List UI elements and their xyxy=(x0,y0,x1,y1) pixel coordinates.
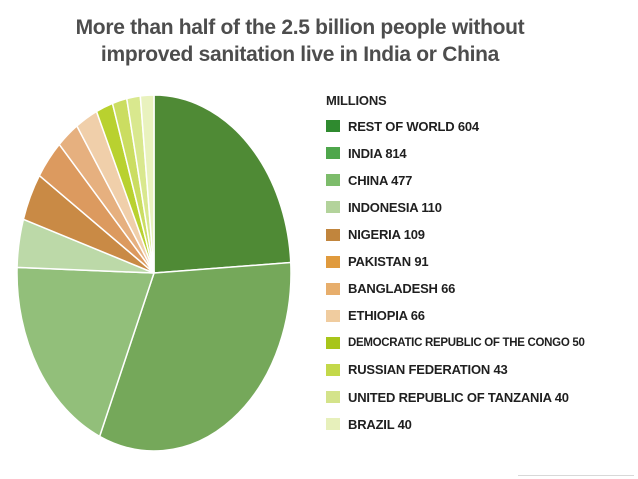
legend-label: BRAZIL 40 xyxy=(348,416,412,432)
legend-label: DEMOCRATIC REPUBLIC OF THE CONGO 50 xyxy=(348,336,585,349)
legend-item: PAKISTAN 91 xyxy=(326,251,585,271)
legend-swatch xyxy=(326,391,340,404)
pie-slice-china xyxy=(16,266,156,438)
legend-item: BRAZIL 40 xyxy=(326,414,585,434)
pie-slice-brazil xyxy=(139,94,155,274)
pie-slice-india xyxy=(98,261,292,452)
legend-swatch xyxy=(326,201,340,214)
legend: MILLIONS REST OF WORLD 604 INDIA 814 CHI… xyxy=(326,93,585,441)
legend-label: INDIA 814 xyxy=(348,145,407,161)
pie-slice-rest-of-world xyxy=(153,94,292,274)
legend-item: ETHIOPIA 66 xyxy=(326,306,585,326)
legend-swatch xyxy=(326,147,340,160)
legend-label: INDONESIA 110 xyxy=(348,199,442,215)
legend-swatch xyxy=(326,120,340,133)
legend-label: BANGLADESH 66 xyxy=(348,281,456,297)
legend-label: ETHIOPIA 66 xyxy=(348,308,425,324)
chart-title: More than half of the 2.5 billion people… xyxy=(20,14,580,68)
divider-line xyxy=(518,475,634,476)
legend-item: REST OF WORLD 604 xyxy=(326,116,585,136)
legend-item: CHINA 477 xyxy=(326,170,585,190)
chart-title-line-2: improved sanitation live in India or Chi… xyxy=(100,43,500,66)
legend-label: REST OF WORLD 604 xyxy=(348,118,479,134)
legend-label: CHINA 477 xyxy=(348,172,413,188)
legend-item: INDONESIA 110 xyxy=(326,197,585,217)
legend-unit-label: MILLIONS xyxy=(326,93,387,108)
legend-label: UNITED REPUBLIC OF TANZANIA 40 xyxy=(348,389,569,405)
legend-swatch xyxy=(326,418,340,431)
legend-item: DEMOCRATIC REPUBLIC OF THE CONGO 50 xyxy=(326,333,585,353)
legend-swatch xyxy=(326,228,340,241)
legend-swatch xyxy=(326,282,340,295)
legend-swatch xyxy=(326,336,340,349)
legend-item: INDIA 814 xyxy=(326,143,585,163)
legend-item: NIGERIA 109 xyxy=(326,224,585,244)
legend-swatch xyxy=(326,255,340,268)
legend-label: PAKISTAN 91 xyxy=(348,254,429,270)
legend-swatch xyxy=(326,309,340,322)
legend-item: UNITED REPUBLIC OF TANZANIA 40 xyxy=(326,387,585,407)
legend-item: BANGLADESH 66 xyxy=(326,279,585,299)
chart-title-line-1: More than half of the 2.5 billion people… xyxy=(75,16,525,39)
legend-swatch xyxy=(326,174,340,187)
legend-label: NIGERIA 109 xyxy=(348,227,425,243)
legend-swatch xyxy=(326,363,340,376)
legend-item: RUSSIAN FEDERATION 43 xyxy=(326,360,585,380)
legend-label: RUSSIAN FEDERATION 43 xyxy=(348,362,508,378)
